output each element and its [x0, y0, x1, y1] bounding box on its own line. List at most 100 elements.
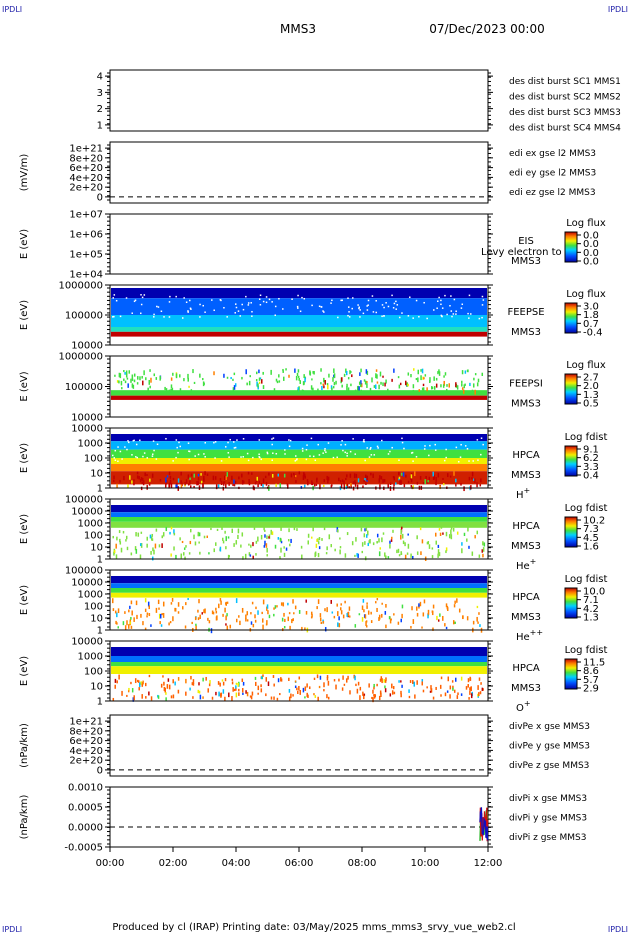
spectrogram-speck	[197, 453, 200, 456]
spectrogram-speck	[412, 555, 414, 559]
spectrogram-speck	[315, 543, 318, 548]
spectrogram-speck	[242, 308, 245, 311]
spectrogram-speck	[188, 450, 191, 453]
spectrogram-speck	[353, 473, 356, 479]
colorbar-tick-label: 4.2	[583, 604, 599, 615]
spectrogram-speck	[262, 624, 264, 630]
spectrogram-speck	[202, 304, 204, 307]
spectrogram-speck	[326, 383, 329, 386]
spectrogram-speck	[177, 451, 179, 454]
spectrogram-speck	[432, 471, 434, 477]
spectrogram-speck	[303, 472, 305, 478]
spectrogram-speck	[393, 368, 395, 373]
y-tick-label: 100000	[65, 495, 103, 506]
spectrogram-speck	[364, 380, 367, 385]
spectrogram-speck	[303, 484, 306, 488]
colorbar-tick-label: 0.4	[583, 471, 599, 482]
spectrogram-speck	[450, 529, 452, 535]
spectrogram-speck	[222, 486, 225, 491]
spectrogram-speck	[366, 305, 368, 307]
spectrogram-speck	[218, 691, 220, 697]
spectrogram-speck	[202, 378, 204, 381]
spectrogram-speck	[443, 375, 445, 378]
spectrogram-speck	[241, 376, 243, 380]
colorbar-tick-label: 10.2	[583, 516, 605, 527]
spectrogram-speck	[150, 624, 152, 627]
spectrogram-speck	[400, 529, 402, 535]
spectrogram-speck	[161, 543, 163, 548]
spectrogram-speck	[161, 613, 163, 616]
spectrogram-speck	[235, 598, 238, 604]
spectrogram-speck	[302, 687, 305, 693]
spectrogram-speck	[189, 477, 191, 480]
spectrogram-speck	[401, 312, 403, 314]
spectrogram-speck	[193, 473, 195, 478]
spectrogram-speck	[370, 454, 373, 456]
spectrogram-speck	[261, 611, 263, 615]
spectrogram-speck	[337, 529, 339, 533]
spectrogram-speck	[426, 541, 429, 545]
spectrogram-speck	[248, 552, 251, 556]
spectrogram-speck	[312, 370, 314, 374]
spectrogram-speck	[258, 377, 261, 381]
spectrogram-speck	[124, 625, 127, 631]
spectrogram-speck	[184, 556, 186, 560]
spectrogram-speck	[258, 439, 261, 441]
spectrogram-band	[111, 449, 487, 458]
panel-frame	[109, 141, 489, 204]
spectrogram-speck	[350, 484, 352, 489]
spectrogram-speck	[248, 479, 250, 484]
spectrogram-speck	[419, 601, 422, 607]
spectrogram-speck	[422, 387, 425, 392]
spectrogram-speck	[191, 682, 194, 686]
spectrogram-speck	[254, 482, 257, 485]
spectrogram-speck	[273, 696, 275, 700]
spectrogram-speck	[314, 695, 317, 698]
spectrogram-speck	[187, 442, 190, 444]
spectrogram-speck	[209, 680, 211, 684]
spectrogram-speck	[377, 447, 379, 449]
spectrogram-speck	[113, 549, 116, 553]
spectrogram-speck	[180, 471, 182, 476]
spectrogram-speck	[154, 543, 157, 549]
panel-frame	[109, 569, 489, 631]
spectrogram-speck	[470, 693, 473, 699]
spectrogram-speck	[298, 610, 301, 614]
spectrogram-speck	[363, 609, 365, 613]
spectrogram-speck	[373, 385, 376, 388]
spectrogram-speck	[343, 683, 346, 686]
spectrogram-speck	[268, 298, 271, 301]
spectrogram-speck	[299, 380, 302, 385]
spectrogram-speck	[136, 471, 139, 475]
spectrogram-speck	[432, 627, 434, 631]
spectrogram-speck	[442, 532, 444, 535]
spectrogram-speck	[130, 378, 132, 383]
spectrogram-speck	[127, 440, 129, 442]
spectrogram-speck	[151, 455, 154, 457]
spectrogram-speck	[423, 599, 426, 604]
spectrogram-speck	[274, 605, 277, 609]
spectrogram-speck	[328, 373, 330, 378]
spectrogram-speck	[410, 553, 412, 558]
y-tick-label: 10000	[71, 637, 103, 648]
spectrogram-speck	[155, 607, 158, 613]
y-axis-label: E (eV)	[19, 656, 30, 686]
y-tick-label: 10	[90, 682, 103, 693]
spectrogram-speck	[187, 474, 190, 479]
spectrogram-speck	[297, 389, 299, 394]
spectrogram-speck	[271, 531, 274, 535]
spectrogram-speck	[444, 692, 447, 697]
spectrogram-speck	[323, 377, 325, 383]
spectrogram-speck	[381, 678, 383, 684]
spectrogram-speck	[135, 532, 137, 537]
spectrogram-speck	[112, 454, 114, 457]
spectrogram-speck	[378, 384, 380, 390]
spectrogram-speck	[176, 446, 178, 449]
spectrogram-speck	[208, 683, 211, 687]
spectrogram-speck	[316, 606, 318, 610]
spectrogram-speck	[297, 294, 299, 297]
spectrogram-speck	[468, 294, 471, 297]
spectrogram-speck	[362, 691, 364, 696]
spectrogram-speck	[479, 691, 482, 695]
